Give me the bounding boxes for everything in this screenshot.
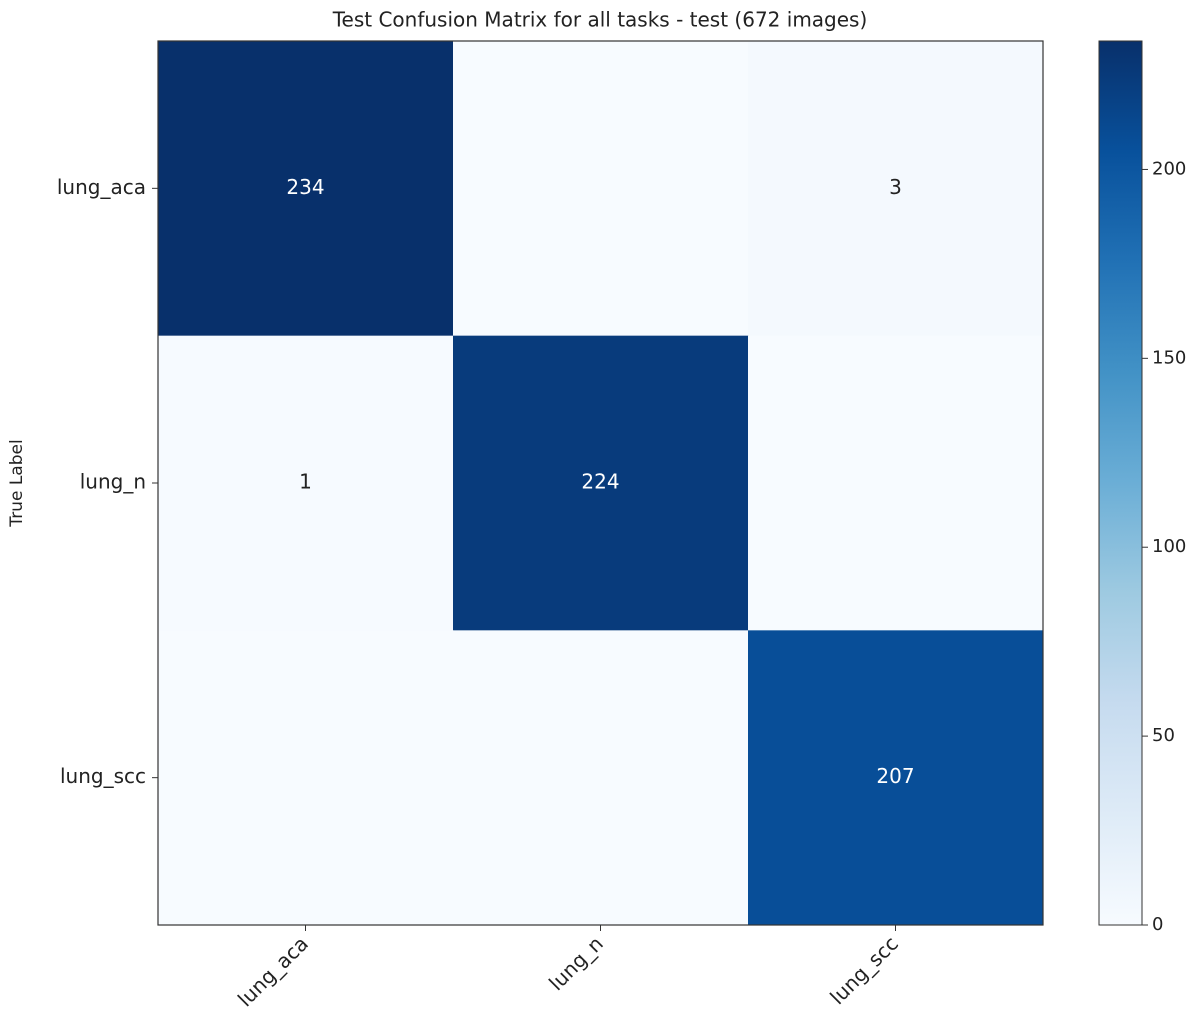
colorbar-tick-label: 0: [1152, 914, 1163, 935]
y-tick-label: lung_aca: [57, 175, 146, 199]
x-tick-label: lung_aca: [233, 931, 313, 1011]
x-tick-label: lung_n: [544, 931, 608, 995]
colorbar-tick-label: 200: [1152, 158, 1186, 179]
y-tick-label: lung_n: [80, 470, 146, 494]
cell: [453, 630, 749, 926]
colorbar-tick-label: 150: [1152, 347, 1186, 368]
y-tick-label: lung_scc: [60, 764, 146, 788]
y-axis-label: True Label: [7, 439, 27, 527]
colorbar-tick-label: 100: [1152, 536, 1186, 557]
cell: [748, 335, 1044, 631]
colorbar: [1098, 40, 1143, 926]
cell-label: 1: [299, 470, 312, 494]
chart-title: Test Confusion Matrix for all tasks - te…: [332, 8, 868, 32]
cell: [158, 630, 454, 926]
cell-label: 3: [889, 175, 902, 199]
cell: [158, 335, 454, 631]
colorbar-tick-label: 50: [1152, 725, 1175, 746]
cell: [748, 630, 1044, 926]
cell-label: 234: [286, 175, 324, 199]
cell: [158, 41, 454, 337]
x-tick-label: lung_scc: [825, 931, 903, 1009]
cell-label: 224: [581, 470, 619, 494]
cell-label: 207: [876, 764, 914, 788]
cell: [453, 41, 749, 337]
cell: [748, 41, 1044, 337]
cell: [453, 335, 749, 631]
